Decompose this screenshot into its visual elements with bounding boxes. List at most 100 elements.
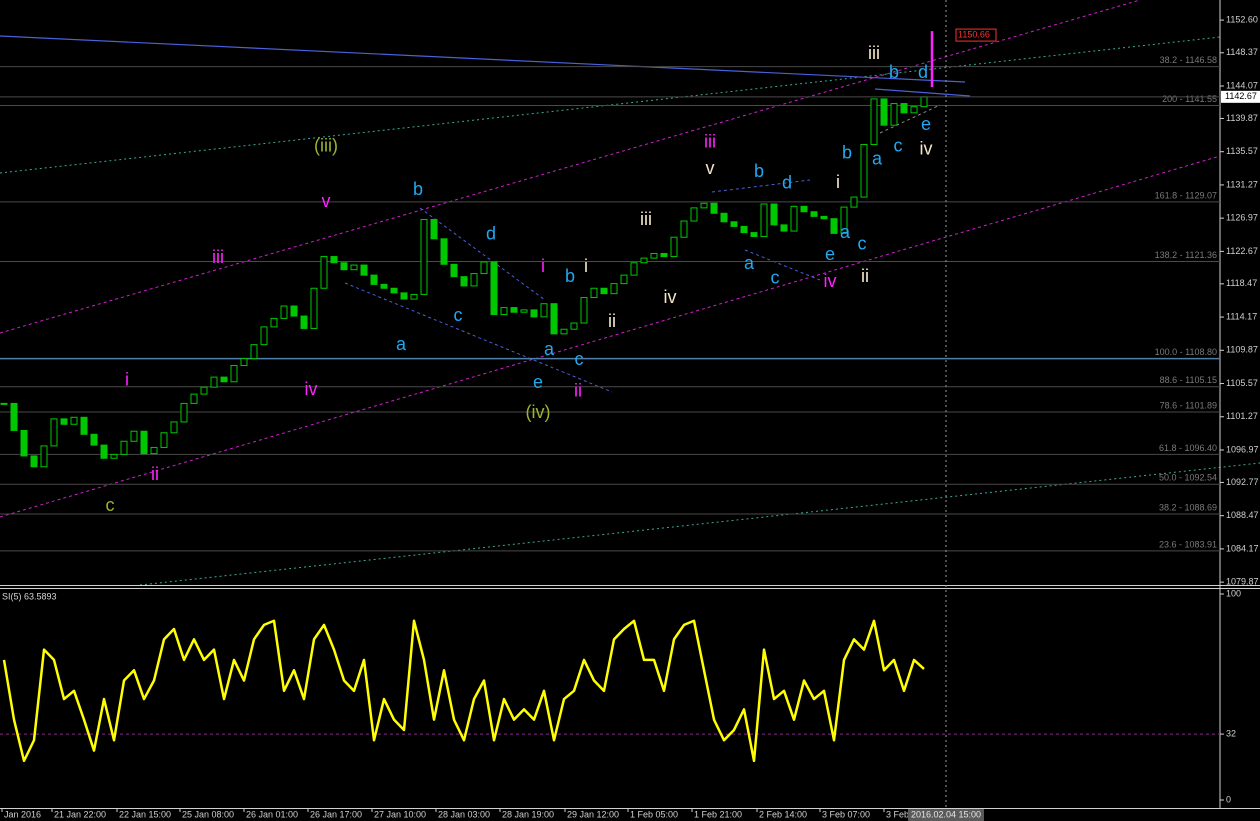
candle	[40, 445, 48, 468]
fib-label: 38.2 - 1146.58	[1160, 55, 1217, 65]
wave-label: c	[454, 305, 463, 325]
candle	[0, 402, 8, 405]
drawings	[0, 0, 1260, 586]
candle	[920, 96, 928, 108]
fib-label: 50.0 - 1092.54	[1159, 473, 1217, 483]
candle	[330, 256, 338, 264]
candle	[250, 344, 258, 360]
y-tick-label: 1092.77	[1226, 477, 1259, 487]
price-box	[1221, 90, 1260, 103]
wave-label: iv	[664, 287, 677, 307]
x-tick-label: 1 Feb 05:00	[630, 809, 678, 819]
wave-label: ii	[861, 266, 869, 286]
candle	[650, 252, 658, 259]
candle	[810, 211, 818, 217]
candle	[80, 416, 88, 435]
candle	[50, 418, 58, 447]
wave-label: c	[106, 495, 115, 515]
candle	[640, 257, 648, 264]
candle	[710, 202, 718, 214]
x-tick-label: 28 Jan 19:00	[502, 809, 554, 819]
candle	[900, 103, 908, 114]
candle	[750, 232, 758, 237]
candle	[150, 446, 158, 455]
candle	[30, 455, 38, 468]
candle	[220, 376, 228, 383]
x-tick-label: 3 Feb 07:00	[822, 809, 870, 819]
candle	[480, 261, 488, 275]
wave-label: a	[744, 253, 755, 273]
candle	[260, 326, 268, 346]
candle	[660, 252, 668, 258]
candle	[340, 262, 348, 271]
wave-label: ii	[151, 464, 159, 484]
candle	[890, 103, 898, 126]
x-tick-label: 26 Jan 17:00	[310, 809, 362, 819]
candle	[450, 263, 458, 278]
wave-label: iii	[704, 132, 716, 152]
candle	[520, 309, 528, 313]
candle	[430, 218, 438, 240]
x-tick-label: 29 Jan 12:00	[567, 809, 619, 819]
channel-line	[0, 155, 1221, 518]
fib-label: 161.8 - 1129.07	[1155, 190, 1217, 200]
target-label: 1150.66	[958, 29, 990, 39]
candle	[460, 276, 468, 287]
y-tick-label: 1101.27	[1226, 411, 1258, 421]
x-tick-label: Jan 2016	[4, 809, 41, 819]
y-tick-label: 100	[1226, 588, 1241, 598]
indicator-title: SI(5) 63.5893	[2, 591, 57, 601]
fib-label: 23.6 - 1083.91	[1159, 539, 1217, 549]
wave-channel	[879, 104, 941, 134]
candle	[90, 433, 98, 446]
candle	[860, 144, 868, 198]
candle	[760, 203, 768, 237]
candle	[590, 287, 598, 299]
candle	[70, 416, 78, 425]
x-tick-label: 25 Jan 08:00	[182, 809, 234, 819]
candle	[230, 365, 238, 383]
wave-channel	[744, 249, 821, 281]
wave-label: a	[872, 149, 883, 169]
y-tick-label: 1096.97	[1226, 444, 1259, 454]
candle	[140, 430, 148, 455]
wave-label: i	[541, 256, 545, 276]
x-tick-label: 1 Feb 21:00	[694, 809, 742, 819]
y-tick-label: 1084.17	[1226, 543, 1259, 553]
y-tick-label: 1144.07	[1226, 80, 1258, 90]
candle	[880, 98, 888, 126]
y-tick-label: 1139.87	[1226, 113, 1258, 123]
wave-label: v	[322, 191, 331, 211]
wave-label: (iv)	[526, 402, 551, 422]
candle	[770, 203, 778, 226]
y-tick-label: 1152.60	[1226, 14, 1258, 24]
wave-label: i	[125, 370, 129, 390]
candle	[830, 218, 838, 234]
wave-label: iv	[920, 139, 933, 159]
fib-label: 78.6 - 1101.89	[1160, 400, 1217, 410]
x-tick-label: 2 Feb 14:00	[759, 809, 807, 819]
candle	[840, 206, 848, 234]
fib-label: 38.2 - 1088.69	[1159, 502, 1217, 512]
candle	[560, 328, 568, 335]
x-tick-label: 27 Jan 10:00	[374, 809, 426, 819]
x-tick-label: 26 Jan 01:00	[246, 809, 298, 819]
wave-label: a	[544, 339, 555, 359]
fib-label: 100.0 - 1108.80	[1155, 347, 1217, 357]
candle	[690, 207, 698, 222]
candle	[780, 224, 788, 232]
candle	[380, 283, 388, 289]
fib-label: 88.6 - 1105.15	[1160, 375, 1217, 385]
wave-label: d	[918, 62, 928, 82]
wave-label: d	[782, 173, 792, 193]
wave-label: a	[396, 334, 407, 354]
candle	[100, 444, 108, 459]
y-tick-label: 1079.87	[1226, 577, 1259, 587]
y-tick-label: 1109.87	[1226, 345, 1258, 355]
y-tick-label: 32	[1226, 728, 1236, 738]
candle	[680, 220, 688, 238]
candle	[470, 273, 478, 287]
candle	[10, 402, 18, 431]
candles	[0, 96, 928, 468]
candle	[620, 274, 628, 285]
